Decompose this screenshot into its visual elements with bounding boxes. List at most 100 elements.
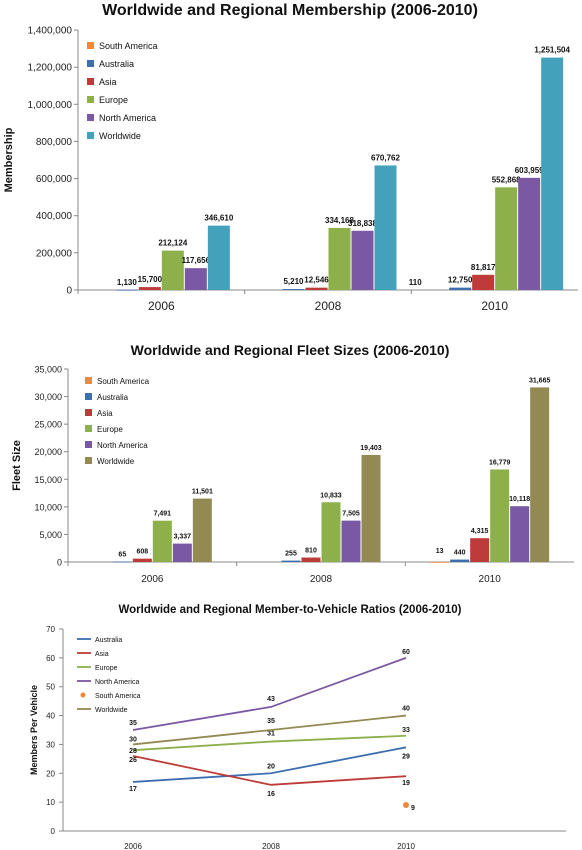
data-label: 346,610 [204,214,233,223]
bar-europe-2006 [152,520,172,562]
y-tick-label: 60 [46,654,55,663]
bar-north-america-2010 [518,177,541,290]
bar-north-america-2006 [172,543,192,562]
data-label: 43 [267,696,275,703]
y-tick-label: 50 [46,683,55,692]
legend-swatch-south-america [85,377,92,384]
data-label: 603,959 [515,166,544,175]
legend-swatch-asia [87,78,94,85]
data-label: 33 [402,727,410,734]
y-axis-label: Fleet Size [11,440,23,491]
y-tick-label: 600,000 [36,174,73,185]
data-label: 20 [267,763,275,770]
data-label: 9 [411,805,415,812]
legend-swatch-europe [87,96,94,103]
legend-swatch-north-america [85,441,92,448]
data-label: 7,491 [154,511,172,518]
legend-label-south-america: South America [97,377,150,386]
x-tick-label: 2006 [124,842,142,850]
bar-asia-2010 [470,538,490,562]
bar-europe-2008 [321,502,341,562]
data-label: 255 [285,551,297,558]
bar-worldwide-2008 [374,165,397,290]
x-tick-label: 2006 [141,574,164,585]
data-label: 29 [402,753,410,760]
bar-asia-2010 [472,274,495,290]
bar-worldwide-2008 [361,455,381,562]
legend-label-asia: Asia [95,651,109,658]
data-label: 26 [129,757,137,764]
legend-label-north-america: North America [99,113,156,123]
y-tick-label: 10 [46,798,55,807]
legend-label-north-america: North America [95,679,139,686]
x-tick-label: 2008 [310,574,333,585]
legend-label-worldwide: Worldwide [99,131,141,141]
bar-europe-2006 [161,250,184,290]
data-label: 334,168 [325,216,354,225]
bar-worldwide-2010 [530,387,550,562]
x-tick-label: 2006 [148,299,175,313]
legend-swatch-south-america [87,42,94,49]
legend-label-north-america: North America [97,441,148,450]
y-tick-label: 25,000 [34,420,62,430]
legend-label-asia: Asia [97,409,113,418]
bar-australia-2008 [282,289,305,290]
data-label: 11,501 [192,489,213,496]
membership-chart-panel: Worldwide and Regional Membership (2006-… [0,0,582,330]
legend-label-europe: Europe [97,425,123,434]
y-tick-label: 0 [66,286,72,297]
y-tick-label: 800,000 [36,137,73,148]
data-label: 30 [129,736,137,743]
data-label: 15,700 [138,275,163,284]
y-axis-label: Membership [3,127,15,192]
legend-swatch-asia [85,409,92,416]
y-tick-label: 30 [46,740,55,749]
legend-label-australia: Australia [97,393,129,402]
y-tick-label: 0 [51,827,56,836]
x-tick-label: 2008 [315,299,342,313]
legend-label-south-america: South America [99,41,158,51]
bar-worldwide-2006 [192,498,212,562]
line-europe [132,734,407,752]
bar-europe-2010 [490,469,510,562]
line-worldwide [132,714,407,746]
legend-label-australia: Australia [99,59,134,69]
legend-swatch-worldwide [87,132,94,139]
data-label: 19,403 [360,445,382,452]
data-label: 5,210 [283,277,304,286]
y-tick-label: 5,000 [39,530,62,540]
y-tick-label: 20,000 [34,447,62,457]
legend-marker-south-america [80,692,86,698]
bar-asia-2006 [138,287,161,290]
data-label: 552,868 [492,175,521,184]
data-label: 1,130 [117,278,138,287]
y-tick-label: 1,200,000 [28,63,73,74]
legend-swatch-north-america [87,114,94,121]
legend-swatch-worldwide [85,457,92,464]
data-label: 440 [454,550,466,557]
data-label: 60 [402,649,410,656]
x-tick-label: 2008 [262,842,280,850]
bar-australia-2008 [281,560,301,562]
legend-label-worldwide: Worldwide [95,707,128,714]
data-label: 212,124 [158,239,187,248]
ratio-chart: Worldwide and Regional Member-to-Vehicle… [29,604,566,850]
legend-swatch-europe [85,425,92,432]
x-tick-label: 2010 [479,574,502,585]
legend-label-europe: Europe [99,95,128,105]
chart-title: Worldwide and Regional Fleet Sizes (2006… [131,342,450,358]
data-label: 81,817 [471,263,496,272]
bar-europe-2008 [328,227,351,290]
bar-australia-2010 [450,559,470,562]
data-label: 13 [436,548,444,555]
data-label: 117,656 [182,256,211,265]
legend-label-worldwide: Worldwide [97,457,135,466]
x-tick-label: 2010 [481,299,508,313]
line-australia [132,746,407,783]
bar-asia-2008 [305,287,328,290]
legend-label-south-america: South America [95,693,141,700]
data-label: 3,337 [174,534,192,541]
legend-swatch-australia [85,393,92,400]
x-tick-label: 2010 [397,842,415,850]
bar-australia-2006 [112,561,132,563]
